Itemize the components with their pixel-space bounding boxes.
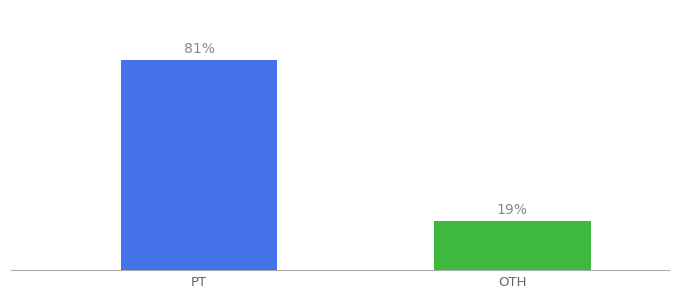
Bar xyxy=(434,221,591,270)
Text: 81%: 81% xyxy=(184,43,214,56)
Text: 19%: 19% xyxy=(497,203,528,217)
Bar xyxy=(121,60,277,270)
